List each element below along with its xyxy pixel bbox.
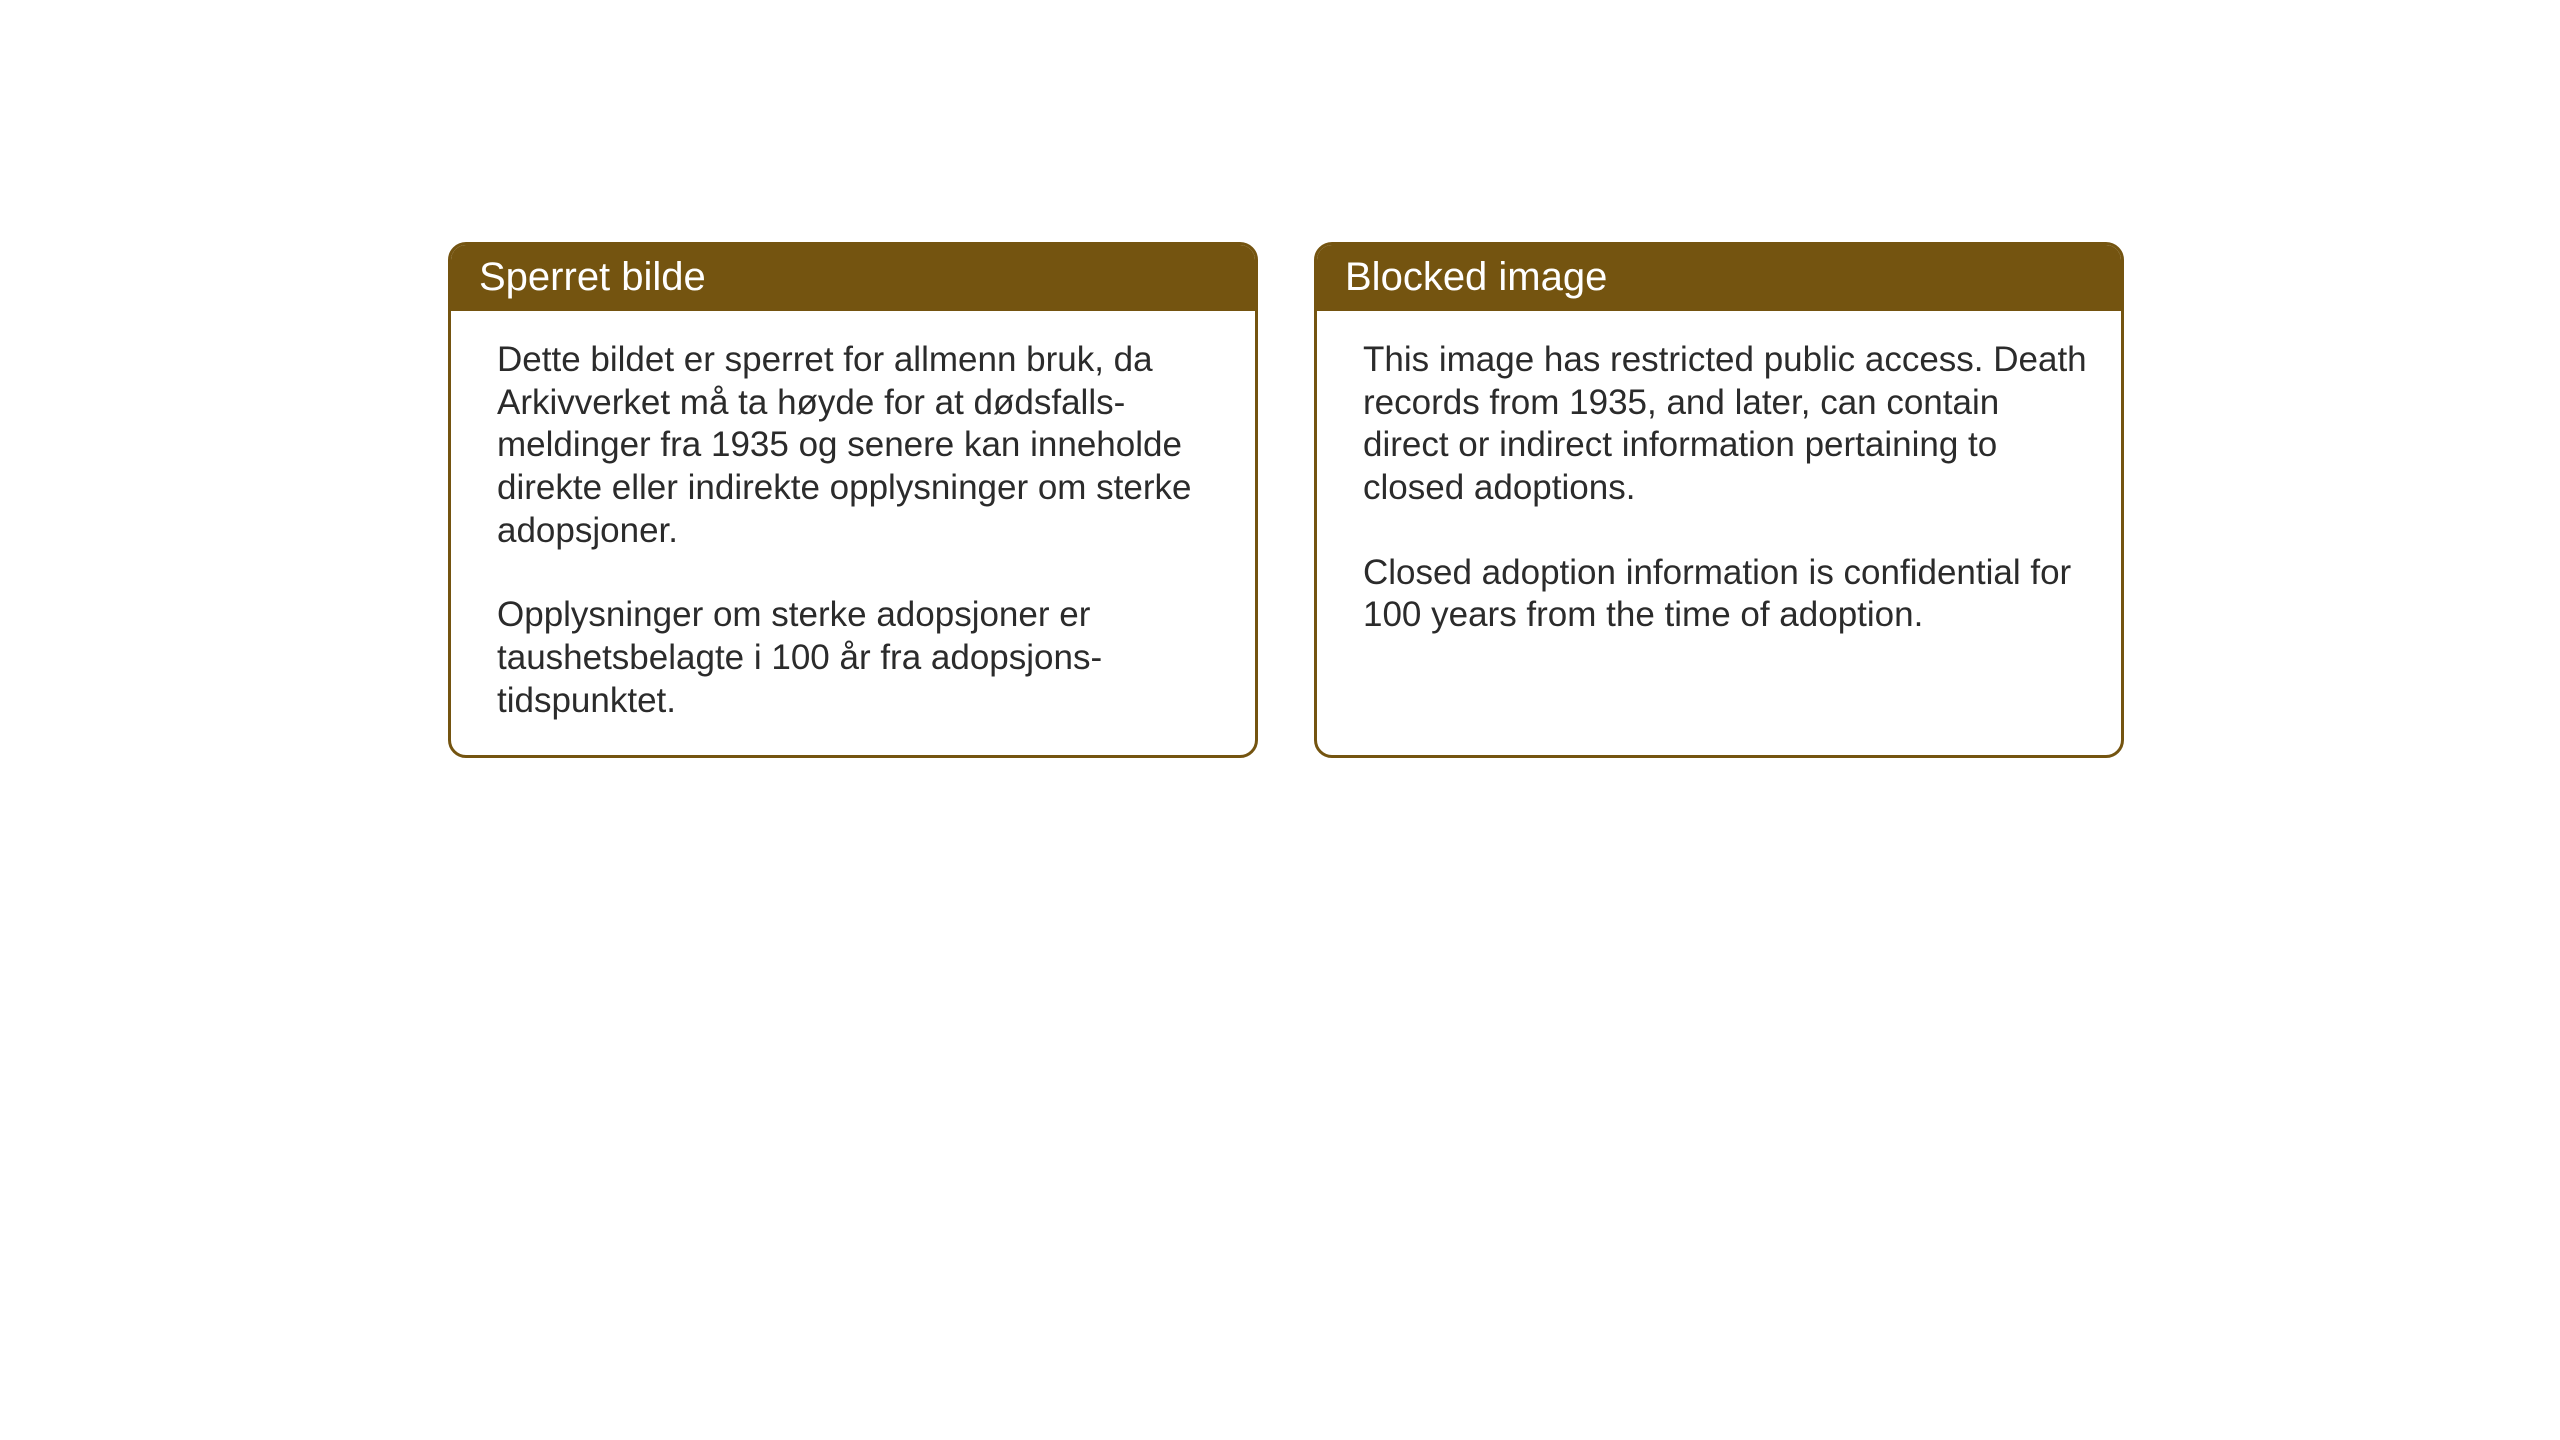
card-header-norwegian: Sperret bilde — [451, 245, 1255, 311]
card-header-english: Blocked image — [1317, 245, 2121, 311]
paragraph-norwegian-2: Opplysninger om sterke adopsjoner er tau… — [497, 594, 1223, 722]
notice-card-norwegian: Sperret bilde Dette bildet er sperret fo… — [448, 242, 1258, 758]
card-body-english: This image has restricted public access.… — [1317, 311, 2121, 727]
paragraph-english-2: Closed adoption information is confident… — [1363, 552, 2089, 637]
paragraph-english-1: This image has restricted public access.… — [1363, 339, 2089, 510]
notice-card-english: Blocked image This image has restricted … — [1314, 242, 2124, 758]
card-title-norwegian: Sperret bilde — [479, 255, 706, 299]
card-body-norwegian: Dette bildet er sperret for allmenn bruk… — [451, 311, 1255, 755]
card-title-english: Blocked image — [1345, 255, 1607, 299]
paragraph-norwegian-1: Dette bildet er sperret for allmenn bruk… — [497, 339, 1223, 552]
notice-container: Sperret bilde Dette bildet er sperret fo… — [448, 242, 2124, 758]
